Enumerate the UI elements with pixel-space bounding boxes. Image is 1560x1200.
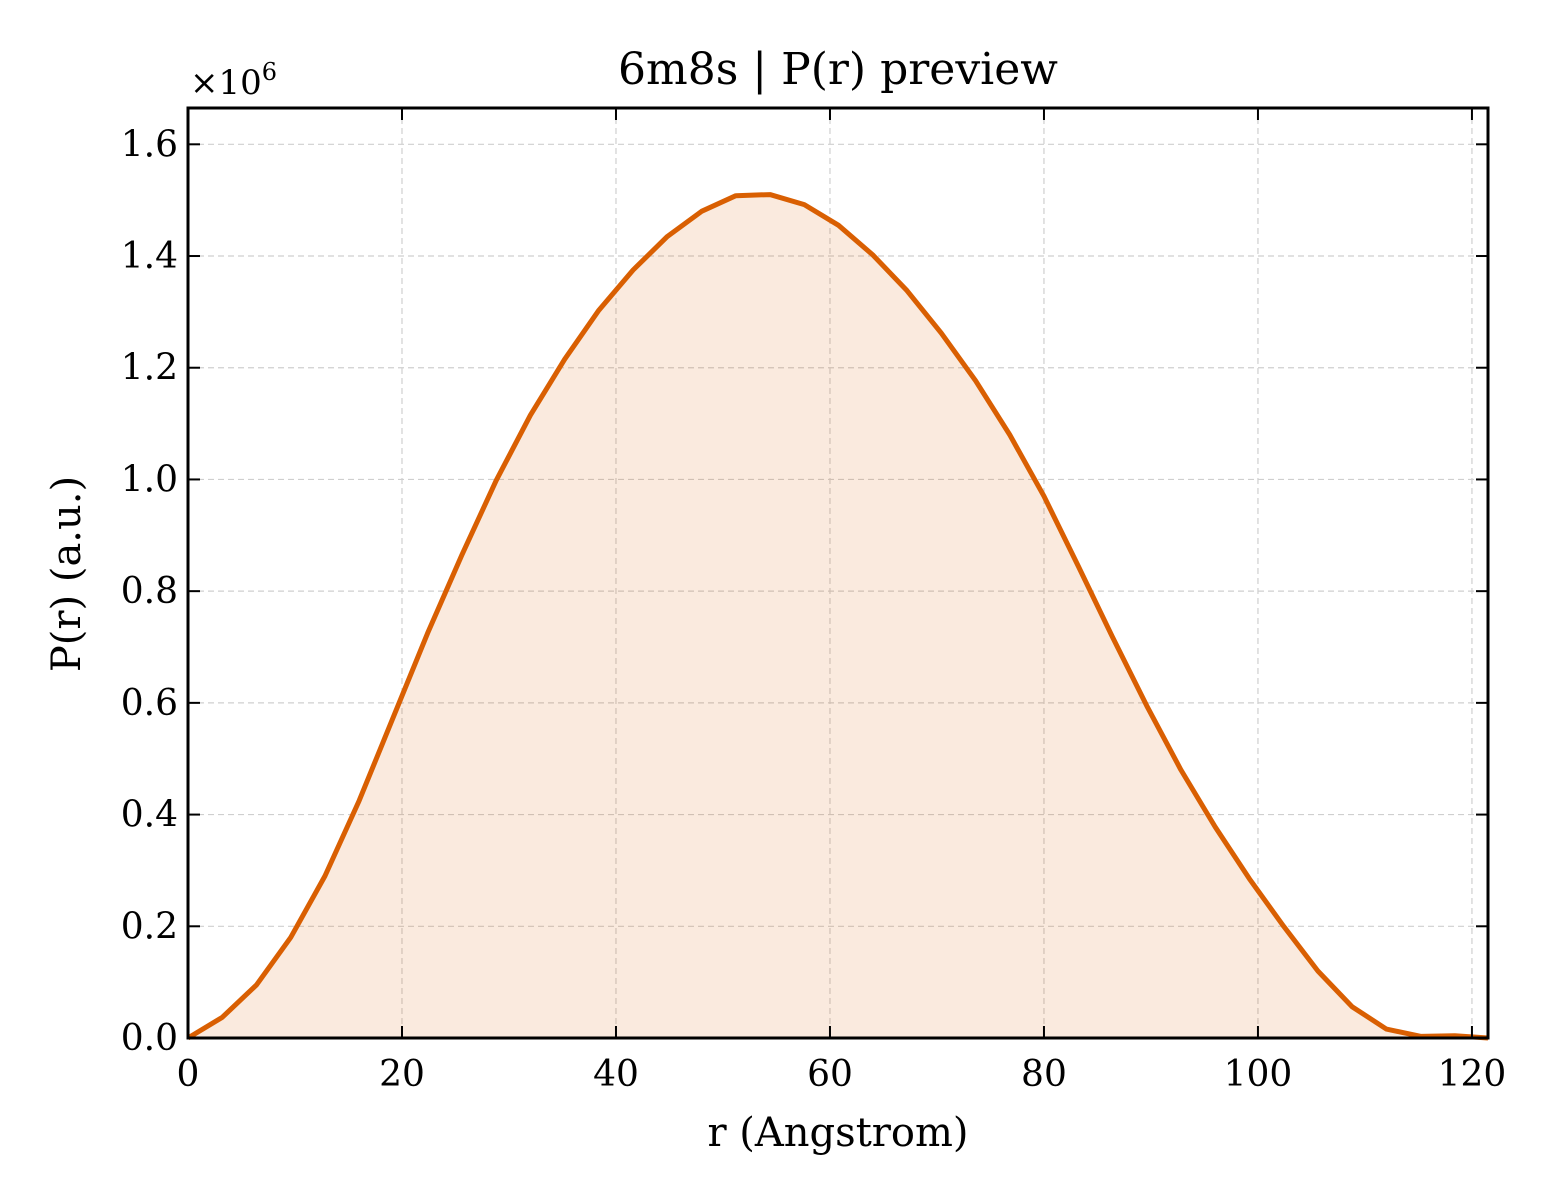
x-tick-label: 40 [593, 1054, 639, 1095]
y-axis-offset-label: ×106 [190, 58, 277, 103]
chart-title: 6m8s | P(r) preview [618, 44, 1058, 95]
x-tick-label: 100 [1224, 1054, 1293, 1095]
x-tick-label: 60 [807, 1054, 853, 1095]
y-offset-exponent: 6 [262, 58, 277, 86]
y-tick-label: 1.0 [121, 459, 178, 500]
y-tick-label: 1.4 [121, 236, 178, 277]
y-tick-label: 0.6 [121, 683, 178, 724]
y-offset-base: ×10 [190, 63, 262, 103]
y-tick-label: 1.6 [121, 124, 178, 165]
plot-frame [186, 106, 1490, 1040]
pr-area-fill [188, 194, 1488, 1038]
x-tick-label: 80 [1021, 1054, 1067, 1095]
x-tick-label: 0 [177, 1054, 200, 1095]
y-axis-title: P(r) (a.u.) [44, 476, 90, 672]
y-tick-label: 0.2 [121, 906, 178, 947]
y-tick-label: 0.8 [121, 571, 178, 612]
y-tick-label: 0.4 [121, 795, 178, 836]
pr-series-line [186, 192, 1489, 1041]
y-tick-label: 0.0 [121, 1018, 178, 1059]
axis-ticks: 0 20 40 60 80 100 120 0.0 0.2 0.4 0.6 0.8 1.0 1.2 1.4 1… [121, 108, 1507, 1095]
x-tick-label: 20 [379, 1054, 425, 1095]
grid [188, 108, 1488, 1038]
x-axis-title: r (Angstrom) [707, 1110, 968, 1156]
y-tick-label: 1.2 [121, 348, 178, 389]
x-tick-label: 120 [1438, 1054, 1507, 1095]
